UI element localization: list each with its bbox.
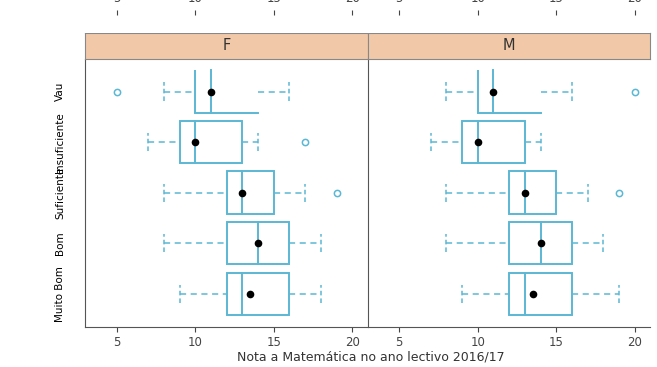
- Bar: [227, 171, 274, 214]
- Bar: [462, 121, 525, 163]
- Text: F: F: [223, 39, 231, 53]
- Bar: [509, 171, 556, 214]
- Text: Nota a Matemática no ano lectivo 2016/17: Nota a Matemática no ano lectivo 2016/17: [237, 350, 505, 363]
- Bar: [509, 273, 572, 315]
- Text: M: M: [503, 39, 516, 53]
- Bar: [227, 222, 290, 265]
- Bar: [179, 121, 242, 163]
- Bar: [509, 222, 572, 265]
- Bar: [227, 273, 290, 315]
